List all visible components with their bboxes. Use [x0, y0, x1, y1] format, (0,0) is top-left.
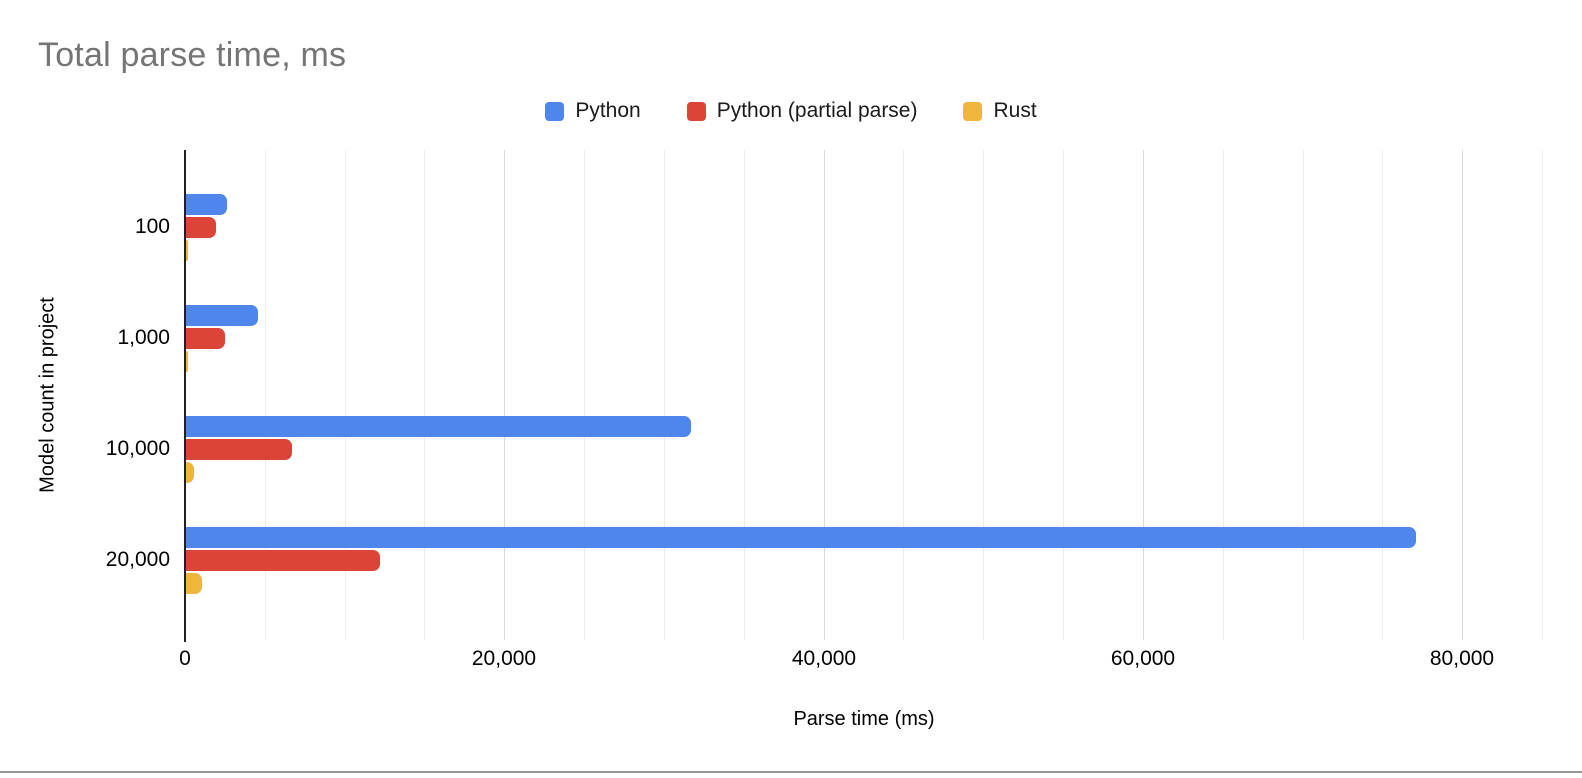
x-tick-label: 0: [179, 647, 191, 670]
minor-gridline: [744, 150, 745, 640]
x-tick-label: 80,000: [1429, 647, 1495, 670]
bar-python-20000[interactable]: [186, 527, 1416, 548]
x-tick-label: 40,000: [791, 647, 857, 670]
minor-gridline: [983, 150, 984, 640]
x-axis-title: Parse time (ms): [793, 708, 935, 730]
minor-gridline: [664, 150, 665, 640]
legend-item-python[interactable]: Python: [545, 99, 641, 123]
major-gridline: [1143, 150, 1144, 640]
bar-python-10000[interactable]: [186, 416, 691, 437]
major-gridline: [1462, 150, 1463, 640]
major-gridline: [824, 150, 825, 640]
bottom-divider: [0, 771, 1582, 773]
legend: Python Python (partial parse) Rust: [0, 99, 1582, 123]
y-tick-label: 1,000: [117, 326, 170, 349]
minor-gridline: [265, 150, 266, 640]
minor-gridline: [1223, 150, 1224, 640]
y-axis-line: [184, 150, 186, 642]
legend-swatch-icon: [686, 101, 706, 121]
minor-gridline: [1063, 150, 1064, 640]
y-tick-label: 10,000: [105, 437, 170, 460]
bar-rust-100[interactable]: [186, 240, 188, 261]
minor-gridline: [584, 150, 585, 640]
legend-swatch-icon: [545, 101, 565, 121]
legend-label: Python: [575, 99, 641, 122]
bar-python-partial-parse-100[interactable]: [186, 217, 216, 238]
minor-gridline: [1303, 150, 1304, 640]
chart-title: Total parse time, ms: [38, 36, 347, 74]
bar-rust-20000[interactable]: [186, 573, 202, 594]
minor-gridline: [903, 150, 904, 640]
bar-rust-10000[interactable]: [186, 462, 194, 483]
y-axis-title: Model count in project: [36, 297, 59, 493]
bar-rust-1000[interactable]: [186, 351, 188, 372]
x-tick-label: 60,000: [1110, 647, 1176, 670]
legend-item-python-partial-parse[interactable]: Python (partial parse): [686, 99, 918, 123]
legend-label: Python (partial parse): [716, 99, 918, 122]
x-tick-label: 20,000: [471, 647, 537, 670]
y-tick-label: 100: [134, 215, 170, 238]
bar-python-partial-parse-20000[interactable]: [186, 550, 380, 571]
bar-python-1000[interactable]: [186, 305, 258, 326]
legend-label: Rust: [993, 99, 1037, 122]
minor-gridline: [424, 150, 425, 640]
minor-gridline: [345, 150, 346, 640]
bar-python-partial-parse-1000[interactable]: [186, 328, 225, 349]
major-gridline: [504, 150, 505, 640]
legend-item-rust[interactable]: Rust: [963, 99, 1037, 123]
y-tick-label: 20,000: [105, 548, 170, 571]
minor-gridline: [1542, 150, 1543, 640]
bar-python-100[interactable]: [186, 194, 227, 215]
bar-python-partial-parse-10000[interactable]: [186, 439, 292, 460]
minor-gridline: [1382, 150, 1383, 640]
legend-swatch-icon: [963, 101, 983, 121]
